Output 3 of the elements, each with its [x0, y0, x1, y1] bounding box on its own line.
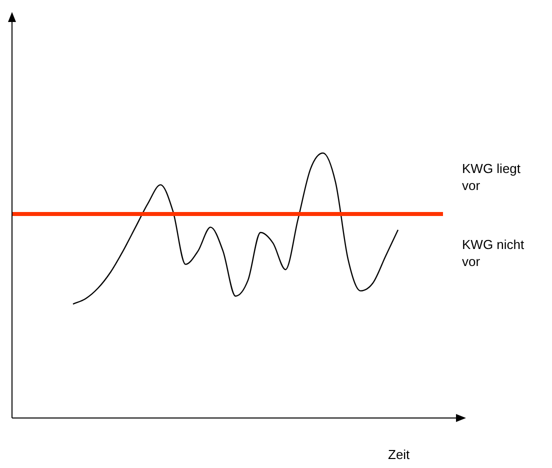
x-axis-title: Zeit	[388, 446, 410, 463]
text: KWG liegt vor	[462, 160, 522, 194]
text: KWG nicht vor	[462, 236, 526, 270]
